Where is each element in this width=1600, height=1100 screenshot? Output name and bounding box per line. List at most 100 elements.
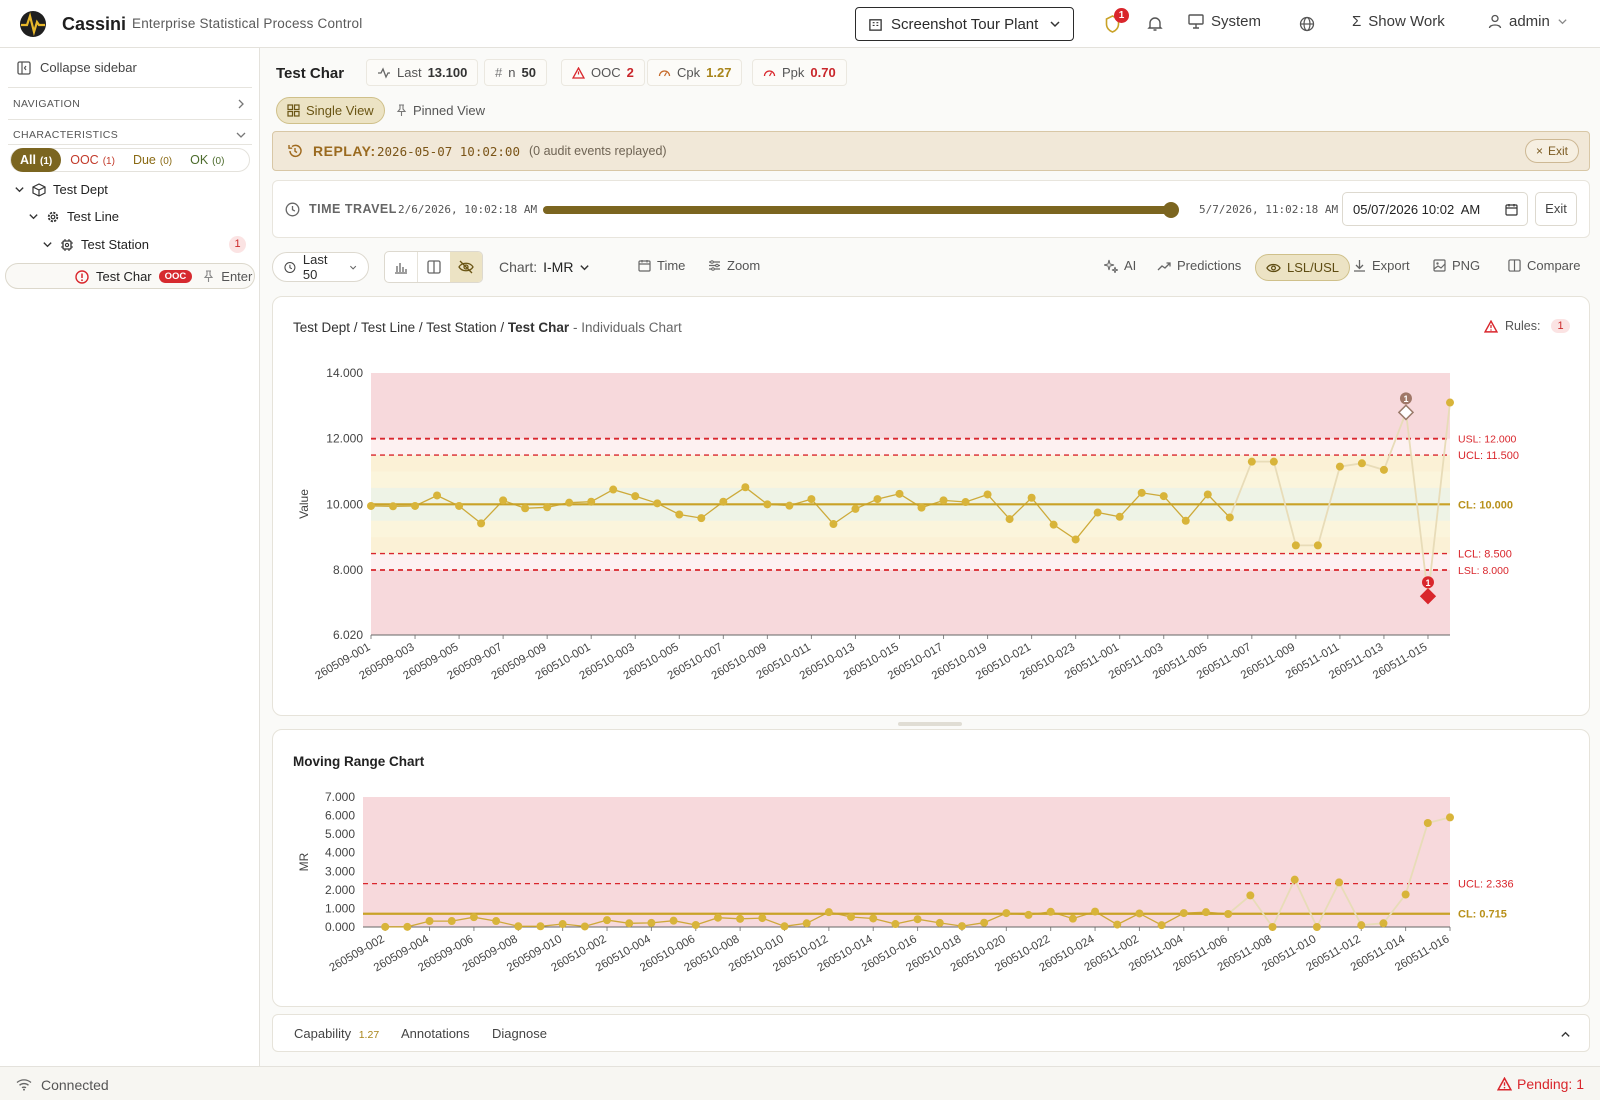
sidebar: Collapse sidebar NAVIGATION CHARACTERIST… <box>0 48 260 1066</box>
eye-icon <box>1266 263 1281 272</box>
tree-item-test-dept[interactable]: Test Dept <box>14 182 108 197</box>
gauge-icon <box>658 70 671 77</box>
compare-button[interactable]: Compare <box>1508 258 1580 273</box>
cassini-logo-icon <box>20 11 46 37</box>
rules-label: Rules: <box>1505 319 1541 333</box>
collapse-sidebar-button[interactable]: Collapse sidebar <box>17 60 137 75</box>
out-of-spec-zone <box>363 797 1450 927</box>
y-tick-label: 8.000 <box>333 563 363 577</box>
chart-subtitle: - Individuals Chart <box>572 320 682 335</box>
tree-item-test-line[interactable]: Test Line <box>28 209 119 224</box>
y-tick-label: 1.000 <box>325 901 355 915</box>
pin-icon[interactable] <box>203 270 214 283</box>
y-axis-label: MR <box>297 852 311 871</box>
data-point <box>543 503 552 512</box>
enter-data-link[interactable]: Enter <box>221 269 253 284</box>
sliders-icon <box>709 260 720 271</box>
tree-item-test-char[interactable] <box>5 263 255 289</box>
system-menu[interactable]: System <box>1188 13 1261 30</box>
history-icon <box>288 144 302 158</box>
histogram-toggle[interactable] <box>385 252 417 282</box>
breadcrumb-char: Test Char <box>507 320 570 335</box>
data-point <box>1291 541 1300 550</box>
data-point <box>1115 512 1124 521</box>
data-point <box>1225 513 1234 522</box>
data-point <box>869 914 878 923</box>
bell-icon[interactable] <box>1147 15 1163 32</box>
chevron-up-icon[interactable] <box>1560 1029 1571 1040</box>
user-name: admin <box>1509 13 1550 30</box>
download-icon <box>1354 260 1365 272</box>
time-axis-button[interactable]: Time <box>638 258 685 273</box>
tab-annotations[interactable]: Annotations <box>401 1026 470 1041</box>
divider <box>8 87 252 88</box>
filter-ooc[interactable]: OOC (1) <box>70 153 115 167</box>
y-tick-label: 2.000 <box>325 883 355 897</box>
limit-label: LCL: 8.500 <box>1458 549 1512 561</box>
moving-range-chart[interactable]: 7.000 6.000 5.000 4.000 3.000 2.000 1.000 0.000… <box>290 786 1580 986</box>
tree-label: Test Station <box>81 237 149 252</box>
rules-indicator[interactable]: Rules: 1 <box>1484 319 1570 333</box>
time-travel-slider[interactable] <box>543 202 1179 218</box>
globe-icon[interactable] <box>1299 16 1315 32</box>
export-button[interactable]: Export <box>1353 258 1410 273</box>
navigation-section-header[interactable]: NAVIGATION <box>13 98 81 110</box>
range-selector[interactable]: Last 50 <box>272 252 369 282</box>
resize-handle[interactable] <box>898 722 962 726</box>
chart-type-selector[interactable]: Chart: I-MR <box>499 259 590 275</box>
chevron-right-icon[interactable] <box>236 99 246 109</box>
chevron-down-icon <box>349 265 356 270</box>
split-view-toggle[interactable] <box>417 252 449 282</box>
hash-icon: # <box>495 65 503 80</box>
building-icon <box>869 18 882 31</box>
filter-all[interactable]: All (1) <box>11 148 62 172</box>
cpu-icon <box>61 238 73 251</box>
characteristics-section-header[interactable]: CHARACTERISTICS <box>13 129 119 141</box>
pending-indicator[interactable]: Pending: 1 <box>1497 1076 1584 1092</box>
columns-icon <box>1508 259 1521 272</box>
time-travel-exit-button[interactable]: Exit <box>1535 192 1577 226</box>
tree-item-test-station[interactable]: Test Station <box>42 237 149 252</box>
tab-capability[interactable]: Capability 1.27 <box>294 1026 379 1041</box>
tree-label: Test Line <box>67 209 120 224</box>
ai-button[interactable]: AI <box>1104 258 1136 273</box>
gauge-icon <box>763 70 776 77</box>
bar-chart-icon <box>395 263 408 274</box>
data-point <box>1423 819 1432 827</box>
chevron-down-icon[interactable] <box>236 130 246 140</box>
hide-zones-toggle[interactable] <box>449 252 482 282</box>
replay-exit-button[interactable]: × Exit <box>1524 139 1579 163</box>
data-point <box>1401 890 1410 899</box>
tree-item-test-char-content: Test Char OOC Enter <box>75 269 252 284</box>
activity-icon <box>378 66 390 79</box>
time-travel-thumb[interactable] <box>1163 202 1179 218</box>
png-button[interactable]: PNG <box>1433 258 1480 273</box>
zoom-button[interactable]: Zoom <box>708 258 760 273</box>
data-point <box>1357 921 1366 930</box>
data-point <box>1246 891 1255 900</box>
data-point <box>499 496 508 505</box>
shield-alert-icon[interactable] <box>1104 15 1121 33</box>
n-label: n <box>508 65 516 80</box>
data-point <box>802 919 811 928</box>
tab-pinned-view[interactable]: Pinned View <box>386 97 495 124</box>
filter-ok[interactable]: OK (0) <box>190 153 225 167</box>
time-travel-label: TIME TRAVEL <box>309 202 397 216</box>
calendar-icon[interactable] <box>1505 203 1518 216</box>
filter-due[interactable]: Due (0) <box>132 153 173 167</box>
lsl-usl-toggle[interactable]: LSL/USL <box>1255 254 1351 281</box>
show-work-button[interactable]: Σ Show Work <box>1352 13 1445 30</box>
predictions-label: Predictions <box>1177 258 1242 273</box>
user-menu[interactable]: admin <box>1488 13 1568 30</box>
time-label: Time <box>657 258 686 273</box>
datetime-input[interactable]: 05/07/2026 10:02 AM <box>1342 192 1528 226</box>
individuals-chart[interactable]: 14.00012.00010.0008.0006.020Value260509-… <box>290 360 1580 690</box>
predictions-button[interactable]: Predictions <box>1157 258 1241 273</box>
data-point <box>403 922 412 931</box>
data-point <box>1046 907 1055 916</box>
data-point <box>1157 921 1166 930</box>
tab-single-view[interactable]: Single View <box>276 97 385 124</box>
plant-selector[interactable]: Screenshot Tour Plant <box>855 7 1074 41</box>
data-point <box>957 922 966 931</box>
tab-diagnose[interactable]: Diagnose <box>492 1026 547 1041</box>
